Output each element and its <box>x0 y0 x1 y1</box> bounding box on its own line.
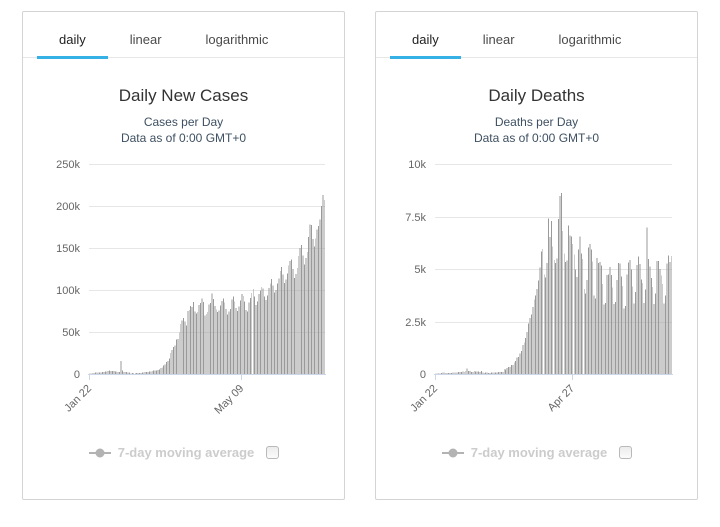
x-axis-labels: Jan 22 May 09 <box>62 383 246 417</box>
chart-title: Daily Deaths <box>488 86 585 105</box>
svg-text:7.5k: 7.5k <box>405 212 426 224</box>
svg-text:May 09: May 09 <box>212 383 246 417</box>
daily-new-cases-chart[interactable]: 0 50k 100k 150k 200k 250k Jan 22 May 09 <box>23 146 344 441</box>
chart-title: Daily New Cases <box>118 86 249 105</box>
svg-text:Apr 27: Apr 27 <box>546 383 577 414</box>
y-axis-labels: 0 2.5k 5k 7.5k 10k <box>405 159 426 381</box>
subtitle-line-2: Data as of 0:00 GMT+0 <box>120 131 247 145</box>
svg-text:Jan 22: Jan 22 <box>408 383 440 415</box>
tab-logarithmic[interactable]: logarithmic <box>205 32 269 47</box>
y-axis-labels: 0 50k 100k 150k 200k 250k <box>56 159 80 381</box>
gridlines <box>435 164 672 323</box>
seven-day-average-checkbox[interactable] <box>619 446 633 459</box>
x-axis-ticks <box>435 375 573 380</box>
svg-text:200k: 200k <box>56 201 80 213</box>
subtitle-line-1: Cases per Day <box>143 115 224 129</box>
svg-text:2.5k: 2.5k <box>405 317 426 329</box>
subtitle-line-1: Deaths per Day <box>494 115 579 129</box>
tab-daily[interactable]: daily <box>37 32 108 59</box>
daily-deaths-chart[interactable]: 0 2.5k 5k 7.5k 10k Jan 22 Apr 27 <box>376 146 697 441</box>
line-marker-icon <box>441 448 464 457</box>
legend-item[interactable]: 7-day moving average <box>88 445 255 460</box>
line-marker-icon <box>88 448 111 457</box>
legend-label: 7-day moving average <box>117 445 255 460</box>
tab-linear[interactable]: linear <box>129 32 162 47</box>
tab-linear[interactable]: linear <box>482 32 515 47</box>
daily-deaths-panel: daily linear logarithmic Daily Deaths De… <box>375 11 698 500</box>
deaths-tab-bar: daily linear logarithmic <box>376 12 697 59</box>
subtitle-line-2: Data as of 0:00 GMT+0 <box>473 131 600 145</box>
svg-text:0: 0 <box>74 369 80 381</box>
tab-daily[interactable]: daily <box>390 32 461 59</box>
legend-label: 7-day moving average <box>470 445 608 460</box>
x-axis-labels: Jan 22 Apr 27 <box>408 383 577 415</box>
tab-logarithmic[interactable]: logarithmic <box>558 32 622 47</box>
x-axis-ticks <box>89 375 242 380</box>
svg-text:5k: 5k <box>414 264 426 276</box>
gridlines <box>89 164 325 333</box>
legend: 7-day moving average <box>23 445 344 460</box>
legend-item[interactable]: 7-day moving average <box>441 445 608 460</box>
svg-text:250k: 250k <box>56 159 80 171</box>
seven-day-average-checkbox[interactable] <box>266 446 280 459</box>
charts-page: daily linear logarithmic Daily New Cases… <box>22 11 698 500</box>
daily-new-cases-panel: daily linear logarithmic Daily New Cases… <box>22 11 345 500</box>
svg-text:10k: 10k <box>408 159 426 171</box>
svg-text:50k: 50k <box>62 327 80 339</box>
svg-text:Jan 22: Jan 22 <box>62 383 94 415</box>
svg-text:0: 0 <box>420 369 426 381</box>
svg-text:150k: 150k <box>56 243 80 255</box>
svg-text:100k: 100k <box>56 285 80 297</box>
chart-subtitle: Deaths per Day Data as of 0:00 GMT+0 <box>376 114 697 146</box>
chart-subtitle: Cases per Day Data as of 0:00 GMT+0 <box>23 114 344 146</box>
legend: 7-day moving average <box>376 445 697 460</box>
bars <box>89 195 325 374</box>
bars <box>435 193 672 375</box>
cases-tab-bar: daily linear logarithmic <box>23 12 344 59</box>
